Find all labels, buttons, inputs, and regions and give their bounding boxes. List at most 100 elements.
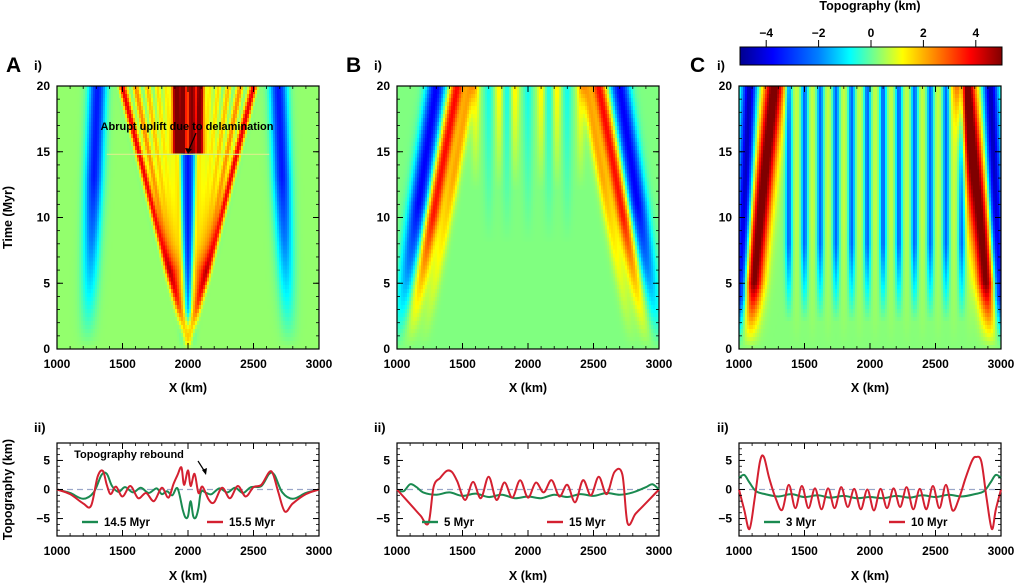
heatmap-cell [83, 97, 86, 103]
heatmap-cell [191, 105, 194, 111]
heatmap-cell [123, 133, 126, 139]
heatmap-cell [63, 117, 66, 123]
heatmap-cell [157, 133, 160, 139]
heatmap-cell [169, 121, 172, 127]
heatmap-cell [233, 137, 236, 143]
heatmap-cell [103, 93, 106, 99]
heatmap-cell [269, 109, 272, 115]
heatmap-cell [163, 121, 166, 127]
heatmap-cell [237, 117, 240, 123]
heatmap-cell [57, 89, 60, 95]
heatmap-cell [135, 93, 138, 99]
heatmap-cell [311, 101, 314, 107]
heatmap-cell [263, 133, 266, 139]
heatmap-cell [181, 117, 184, 123]
heatmap-cell [231, 129, 234, 135]
heatmap-cell [151, 137, 154, 143]
heatmap-cell [297, 86, 300, 91]
heatmap-cell [271, 105, 274, 111]
heatmap-cell [141, 86, 144, 91]
heatmap-cell [61, 125, 64, 131]
heatmap-cell [81, 113, 84, 119]
heatmap-cell [313, 101, 316, 107]
heatmap-cell [225, 137, 228, 143]
heatmap-cell [209, 129, 212, 135]
heatmap-cell [59, 129, 62, 135]
heatmap-cell [317, 129, 320, 135]
heatmap-cell [67, 101, 70, 107]
heatmap-cell [79, 133, 82, 139]
heatmap-cell [165, 101, 168, 107]
heatmap-cell [275, 125, 278, 131]
heatmap-cell [221, 129, 224, 135]
heatmap-cell [223, 89, 226, 95]
heatmap-cell [67, 129, 70, 135]
heatmap-cell [279, 121, 282, 127]
heatmap-cell [225, 101, 228, 107]
heatmap-cell [181, 133, 184, 139]
heatmap-cell [293, 109, 296, 115]
heatmap-cell [301, 89, 304, 95]
heatmap-cell [225, 113, 228, 119]
heatmap-cell [267, 133, 270, 139]
heatmap-cell [273, 133, 276, 139]
heatmap-cell [299, 86, 302, 91]
heatmap-cell [171, 97, 174, 103]
heatmap-cell [79, 117, 82, 123]
heatmap-cell [235, 86, 238, 91]
heatmap-cell [221, 89, 224, 95]
heatmap-cell [73, 117, 76, 123]
heatmap-cell [313, 133, 316, 139]
heatmap-cell [281, 97, 284, 103]
heatmap-cell [219, 121, 222, 127]
heatmap-cell [259, 129, 262, 135]
heatmap-cell [283, 137, 286, 143]
heatmap-cell [73, 97, 76, 103]
heatmap-cell [289, 105, 292, 111]
heatmap-cell [63, 93, 66, 99]
heatmap-cell [239, 105, 242, 111]
heatmap-cell [245, 86, 248, 91]
heatmap-cell [275, 86, 278, 91]
heatmap-cell [87, 117, 90, 123]
heatmap-cell [113, 117, 116, 123]
heatmap-cell [115, 133, 118, 139]
heatmap-cell [93, 117, 96, 123]
heatmap-cell [165, 97, 168, 103]
heatmap-cell [151, 121, 154, 127]
heatmap-cell [243, 89, 246, 95]
heatmap-cell [263, 101, 266, 107]
heatmap-cell [301, 125, 304, 131]
heatmap-cell [189, 125, 192, 131]
heatmap-cell [75, 137, 78, 143]
heatmap-cell [313, 97, 316, 103]
heatmap-cell [233, 109, 236, 115]
heatmap-cell [303, 117, 306, 123]
heatmap-cell [231, 97, 234, 103]
heatmap-cell [249, 117, 252, 123]
heatmap-cell [227, 113, 230, 119]
heatmap-cell [199, 89, 202, 95]
heatmap-cell [257, 129, 260, 135]
heatmap-cell [207, 129, 210, 135]
heatmap-cell [173, 121, 176, 127]
heatmap-cell [141, 121, 144, 127]
heatmap-cell [183, 101, 186, 107]
heatmap-cell [205, 129, 208, 135]
heatmap-cell [177, 89, 180, 95]
heatmap-cell [109, 93, 112, 99]
heatmap-cell [125, 121, 128, 127]
heatmap-cell [121, 97, 124, 103]
heatmap-cell [79, 86, 82, 91]
heatmap-cell [217, 97, 220, 103]
heatmap-cell [145, 89, 148, 95]
heatmap-cell [189, 113, 192, 119]
heatmap-cell [143, 97, 146, 103]
heatmap-cell [149, 117, 152, 123]
heatmap-cell [267, 117, 270, 123]
heatmap-cell [313, 129, 316, 135]
heatmap-cell [105, 117, 108, 123]
heatmap-cell [57, 93, 60, 99]
heatmap-cell [71, 93, 74, 99]
heatmap-cell [299, 109, 302, 115]
